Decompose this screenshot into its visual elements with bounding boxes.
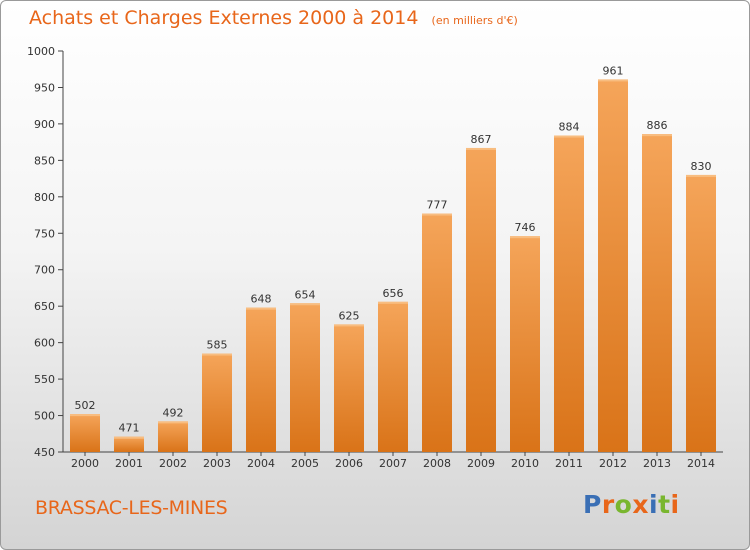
x-tick-label-2011: 2011 bbox=[555, 457, 583, 470]
y-tick-label: 800 bbox=[34, 191, 55, 204]
bar-highlight-2006 bbox=[334, 324, 364, 327]
bar-2000 bbox=[70, 414, 100, 452]
y-tick-label: 900 bbox=[34, 118, 55, 131]
bar-highlight-2002 bbox=[158, 421, 188, 424]
bar-2013 bbox=[642, 134, 672, 452]
x-tick-label-2005: 2005 bbox=[291, 457, 319, 470]
chart-bars: 502 471 492 585 648 654 625 656 777 867 746 884 961 8… bbox=[70, 64, 716, 453]
data-label-2010: 746 bbox=[515, 221, 536, 234]
data-label-2009: 867 bbox=[471, 133, 492, 146]
bar-highlight-2005 bbox=[290, 303, 320, 306]
bar-2012 bbox=[598, 79, 628, 453]
bar-highlight-2011 bbox=[554, 135, 584, 138]
data-label-2014: 830 bbox=[691, 160, 712, 173]
bar-2005 bbox=[290, 303, 320, 452]
bar-highlight-2003 bbox=[202, 353, 232, 356]
data-label-2008: 777 bbox=[427, 199, 448, 212]
data-label-2004: 648 bbox=[251, 293, 272, 306]
logo-letter: P bbox=[583, 490, 602, 519]
bar-2002 bbox=[158, 421, 188, 452]
logo-letter: r bbox=[601, 490, 615, 519]
data-label-2002: 492 bbox=[163, 406, 184, 419]
chart-subtitle: (en milliers d'€) bbox=[431, 14, 518, 27]
chart-title: Achats et Charges Externes 2000 à 2014 bbox=[29, 7, 419, 29]
data-label-2003: 585 bbox=[207, 339, 228, 352]
commune-name: BRASSAC-LES-MINES bbox=[35, 497, 228, 519]
data-label-2011: 884 bbox=[559, 121, 580, 134]
data-label-2012: 961 bbox=[603, 64, 624, 77]
logo-letter: i bbox=[670, 490, 680, 519]
bar-highlight-2013 bbox=[642, 134, 672, 137]
bar-highlight-2001 bbox=[114, 436, 144, 439]
data-label-2006: 625 bbox=[339, 309, 360, 322]
x-tick-label-2003: 2003 bbox=[203, 457, 231, 470]
logo-letter: x bbox=[632, 490, 649, 519]
y-tick-label: 750 bbox=[34, 227, 55, 240]
bar-highlight-2008 bbox=[422, 213, 452, 216]
x-tick-label-2008: 2008 bbox=[423, 457, 451, 470]
bar-highlight-2007 bbox=[378, 301, 408, 304]
bar-highlight-2004 bbox=[246, 307, 276, 310]
x-tick-label-2009: 2009 bbox=[467, 457, 495, 470]
x-tick-label-2013: 2013 bbox=[643, 457, 671, 470]
logo-letter: t bbox=[658, 490, 671, 519]
data-label-2000: 502 bbox=[75, 399, 96, 412]
y-tick-label: 550 bbox=[34, 373, 55, 386]
bar-2006 bbox=[334, 324, 364, 452]
data-label-2013: 886 bbox=[647, 119, 668, 132]
x-tick-label-2004: 2004 bbox=[247, 457, 275, 470]
x-tick-label-2001: 2001 bbox=[115, 457, 143, 470]
y-tick-label: 600 bbox=[34, 337, 55, 350]
bar-2010 bbox=[510, 236, 540, 452]
y-tick-label: 500 bbox=[34, 410, 55, 423]
x-tick-label-2014: 2014 bbox=[687, 457, 715, 470]
bar-highlight-2014 bbox=[686, 174, 716, 177]
bar-2009 bbox=[466, 147, 496, 452]
data-label-2001: 471 bbox=[119, 422, 140, 435]
bar-2011 bbox=[554, 135, 584, 453]
bar-2003 bbox=[202, 353, 232, 452]
x-tick-label-2012: 2012 bbox=[599, 457, 627, 470]
chart-title-group: Achats et Charges Externes 2000 à 2014 (… bbox=[29, 7, 518, 29]
proxiti-logo: Proxiti bbox=[583, 490, 680, 519]
data-label-2007: 656 bbox=[383, 287, 404, 300]
x-tick-label-2010: 2010 bbox=[511, 457, 539, 470]
x-tick-label-2006: 2006 bbox=[335, 457, 363, 470]
bar-highlight-2000 bbox=[70, 414, 100, 417]
bar-2008 bbox=[422, 213, 452, 452]
bar-2001 bbox=[114, 436, 144, 452]
y-tick-label: 650 bbox=[34, 300, 55, 313]
bar-highlight-2010 bbox=[510, 236, 540, 239]
data-label-2005: 654 bbox=[295, 288, 316, 301]
bar-highlight-2012 bbox=[598, 79, 628, 82]
y-tick-label: 1000 bbox=[27, 45, 55, 58]
logo-letter: i bbox=[649, 490, 659, 519]
bar-2007 bbox=[378, 301, 408, 452]
x-tick-label-2007: 2007 bbox=[379, 457, 407, 470]
bar-highlight-2009 bbox=[466, 147, 496, 150]
logo-letter: o bbox=[614, 490, 633, 519]
y-tick-label: 950 bbox=[34, 81, 55, 94]
y-tick-label: 850 bbox=[34, 154, 55, 167]
bar-2014 bbox=[686, 174, 716, 453]
x-tick-label-2000: 2000 bbox=[71, 457, 99, 470]
bar-2004 bbox=[246, 307, 276, 452]
y-tick-label: 450 bbox=[34, 446, 55, 459]
x-tick-label-2002: 2002 bbox=[159, 457, 187, 470]
y-tick-label: 700 bbox=[34, 264, 55, 277]
